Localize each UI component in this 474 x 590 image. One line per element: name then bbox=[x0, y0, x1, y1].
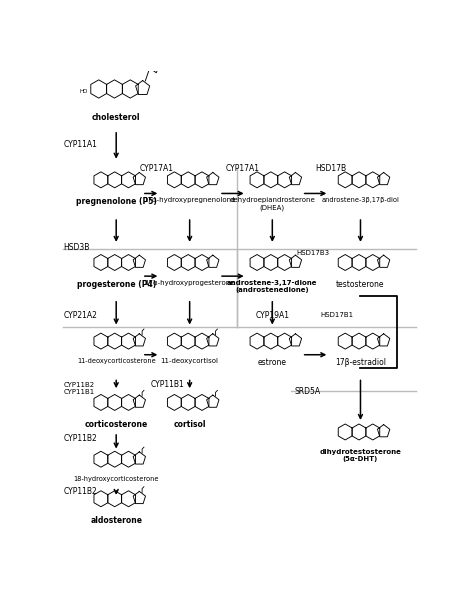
Text: CYP11B1: CYP11B1 bbox=[151, 380, 184, 389]
Text: 11-deoxycorticosterone: 11-deoxycorticosterone bbox=[77, 358, 155, 365]
Text: androstene-3β,17β-diol: androstene-3β,17β-diol bbox=[321, 197, 400, 203]
Text: HSD3B: HSD3B bbox=[64, 244, 90, 253]
Text: CYP11B2
CYP11B1: CYP11B2 CYP11B1 bbox=[64, 382, 95, 395]
Text: HSD17B1: HSD17B1 bbox=[320, 312, 353, 318]
Text: dihydrotestosterone
(5α-DHT): dihydrotestosterone (5α-DHT) bbox=[319, 449, 401, 462]
Text: CYP17A1: CYP17A1 bbox=[226, 164, 260, 173]
Text: androstene-3,17-dione
(androstenedione): androstene-3,17-dione (androstenedione) bbox=[227, 280, 318, 293]
Text: CYP19A1: CYP19A1 bbox=[256, 311, 290, 320]
Text: 17β-estradiol: 17β-estradiol bbox=[335, 358, 386, 368]
Text: CYP11B2: CYP11B2 bbox=[64, 487, 98, 496]
Text: CYP11A1: CYP11A1 bbox=[64, 140, 98, 149]
Text: progesterone (P4): progesterone (P4) bbox=[77, 280, 156, 289]
Text: estrone: estrone bbox=[258, 358, 287, 368]
Text: 18-hydroxycorticosterone: 18-hydroxycorticosterone bbox=[73, 477, 159, 483]
Text: cholesterol: cholesterol bbox=[92, 113, 140, 122]
Text: cortisol: cortisol bbox=[173, 419, 206, 429]
Text: testosterone: testosterone bbox=[336, 280, 385, 289]
Text: CYP17A1: CYP17A1 bbox=[140, 164, 173, 173]
Text: 17α-hydroxyprogesterone: 17α-hydroxyprogesterone bbox=[145, 280, 235, 286]
Text: corticosterone: corticosterone bbox=[84, 419, 148, 429]
Text: HSD17B: HSD17B bbox=[316, 164, 346, 173]
Text: HSD17B3: HSD17B3 bbox=[296, 250, 329, 255]
Text: HO: HO bbox=[80, 89, 88, 94]
Text: SRD5A: SRD5A bbox=[294, 386, 320, 395]
Text: CYP11B2: CYP11B2 bbox=[64, 434, 98, 443]
Text: 17α-hydroxypregnenolone: 17α-hydroxypregnenolone bbox=[144, 197, 236, 203]
Text: pregnenolone (P5): pregnenolone (P5) bbox=[76, 197, 156, 206]
Text: CYP21A2: CYP21A2 bbox=[64, 311, 98, 320]
Text: aldosterone: aldosterone bbox=[90, 516, 142, 525]
Text: 11-deoxycortisol: 11-deoxycortisol bbox=[161, 358, 219, 365]
Text: dehydroepiandrosterone
(DHEA): dehydroepiandrosterone (DHEA) bbox=[229, 197, 315, 211]
